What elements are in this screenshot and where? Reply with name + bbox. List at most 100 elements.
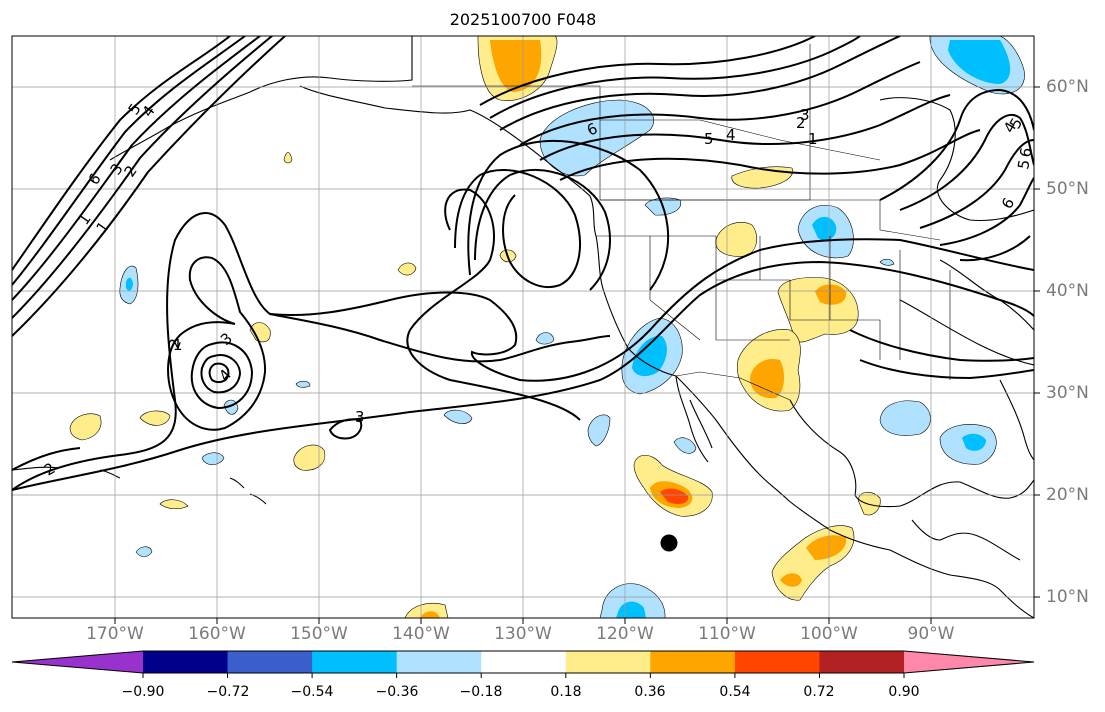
shade-positive [780, 573, 802, 587]
colorbar-tick-label: 0.36 [634, 684, 666, 700]
contour-line [499, 36, 901, 131]
coastline-gulf [789, 399, 1034, 508]
shade-negative [126, 277, 133, 291]
lon-label: 170°W [86, 624, 144, 644]
contour-line [406, 188, 581, 421]
shade-negative [812, 216, 837, 241]
contour-line [899, 113, 1034, 211]
coastline-hawaii [229, 477, 267, 505]
shade-positive [857, 491, 881, 516]
shade-negative [135, 546, 153, 557]
lon-label: 100°W [800, 624, 858, 644]
contour-line [474, 168, 611, 291]
shade-positive [815, 284, 847, 305]
colorbar-segment [819, 651, 905, 673]
contour-label: 3 [800, 106, 810, 124]
shade-positive [293, 444, 326, 471]
colorbar-tick-label: −0.36 [375, 684, 419, 700]
political-borders [412, 44, 951, 401]
lat-label: 50°N [1046, 179, 1089, 199]
shade-negative [587, 414, 611, 447]
contour-line [12, 36, 231, 271]
coastline-baja [675, 375, 713, 463]
shade-negative [673, 437, 697, 454]
lon-label: 110°W [698, 624, 756, 644]
shade-positive [715, 221, 758, 257]
contour-label: 1 [173, 336, 183, 354]
coastline-florida [999, 379, 1034, 461]
contour-line [200, 354, 242, 394]
lon-label: 160°W [188, 624, 246, 644]
shade-negative [879, 400, 931, 436]
colorbar-extend-high [904, 651, 1034, 673]
lat-label: 60°N [1046, 77, 1089, 97]
lat-ticks [1034, 86, 1040, 598]
lat-label: 40°N [1046, 281, 1089, 301]
contour-line [919, 139, 1034, 229]
colorbar-segment [396, 651, 482, 673]
contour-line [489, 36, 861, 119]
contour-line [849, 329, 1034, 362]
contour-label: 1 [808, 130, 818, 148]
contour-label: 4 [726, 126, 736, 144]
contour-line [559, 129, 981, 181]
colorbar-segment [565, 651, 651, 673]
shade-positive [490, 40, 542, 92]
lon-label: 130°W [494, 624, 552, 644]
shade-negative [295, 380, 311, 388]
contour-line [539, 94, 951, 161]
map-title: 2025100700 F048 [449, 10, 597, 29]
contour-line [939, 177, 1034, 246]
colorbar-segment [650, 651, 736, 673]
shade-positive [139, 410, 171, 426]
contour-line [208, 362, 230, 384]
contour-label: 3 [355, 408, 365, 426]
colorbar-tick-label: −0.18 [459, 684, 503, 700]
lon-ticks [114, 618, 932, 624]
colorbar [11, 650, 1035, 678]
shade-positive [397, 262, 417, 276]
contour-line [12, 447, 81, 471]
contour-line [12, 36, 261, 301]
contour-label: 5 [704, 130, 714, 148]
contour-line [269, 238, 1034, 382]
colorbar-segment [481, 651, 567, 673]
contour-line [859, 359, 1034, 380]
colorbar-tick-label: 0.54 [719, 684, 751, 700]
shade-negative [948, 40, 1011, 84]
storm-position-dot [660, 534, 678, 552]
contour-line [959, 235, 1031, 262]
lon-label: 90°W [907, 624, 955, 644]
shade-negative [879, 258, 895, 266]
shade-positive [660, 488, 689, 504]
contour-line [479, 36, 816, 106]
contour-line [12, 212, 611, 491]
shade-positive [249, 322, 271, 343]
colorbar-tick-label: 0.90 [888, 684, 920, 700]
shade-negative [443, 409, 473, 424]
contour-lines [12, 36, 1034, 491]
shade-negative [632, 335, 667, 377]
contour-line [167, 256, 267, 431]
shade-positive [420, 611, 440, 618]
shade-negative [535, 332, 555, 345]
lon-label: 150°W [290, 624, 348, 644]
shade-negative [599, 583, 666, 618]
lon-label: 120°W [596, 624, 654, 644]
contour-line [467, 139, 670, 291]
contour-line [519, 61, 921, 146]
shaded-anomalies [69, 36, 1025, 618]
colorbar-extend-low [12, 651, 143, 673]
graticule [12, 36, 1034, 618]
shade-negative [201, 452, 225, 466]
colorbar-tick-label: 0.72 [803, 684, 835, 700]
colorbar-segment [143, 651, 229, 673]
shade-positive [69, 413, 102, 441]
contour-line [12, 260, 1034, 491]
contour-line [190, 341, 254, 410]
contour-line [12, 36, 246, 286]
contour-line [879, 88, 1034, 201]
shade-negative [962, 433, 986, 451]
contour-label: 6 [1016, 146, 1035, 159]
